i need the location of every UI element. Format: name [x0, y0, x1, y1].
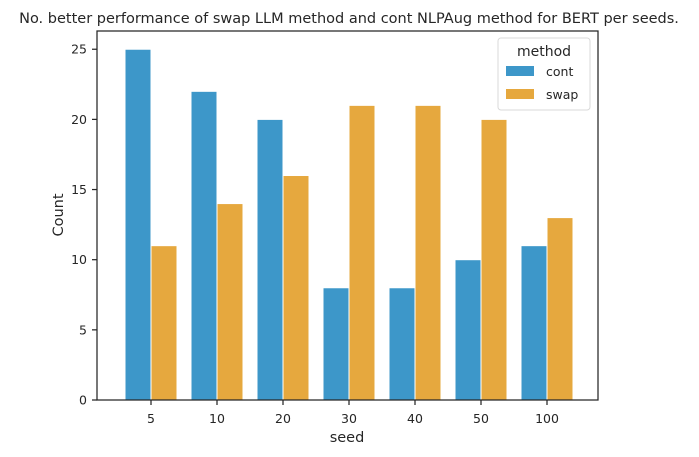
y-tick-label: 25 — [71, 42, 87, 57]
y-tick-label: 0 — [79, 393, 87, 408]
legend-swatch-cont — [506, 66, 534, 76]
legend-label-cont: cont — [546, 64, 573, 79]
x-tick-label: 30 — [341, 411, 357, 426]
y-axis-label: Count — [51, 193, 67, 236]
bar-cont-5 — [124, 48, 152, 401]
bar-cont-100 — [520, 245, 548, 401]
y-axis: 0 5 10 15 20 25 — [71, 42, 97, 408]
bar-swap-50 — [480, 118, 508, 401]
x-tick-label: 20 — [275, 411, 291, 426]
bar-swap-10 — [216, 203, 244, 401]
bar-swap-100 — [546, 217, 574, 401]
bar-cont-20 — [256, 118, 284, 401]
y-tick-label: 5 — [79, 322, 87, 337]
x-tick-label: 50 — [473, 411, 489, 426]
bar-swap-5 — [150, 245, 178, 401]
x-axis-label: seed — [330, 430, 365, 446]
legend-swatch-swap — [506, 89, 534, 99]
bar-cont-50 — [454, 259, 482, 401]
y-tick-label: 10 — [71, 252, 87, 267]
plot-frame — [96, 30, 599, 401]
bar-swap-20 — [282, 175, 310, 401]
x-tick-label: 40 — [407, 411, 423, 426]
bars-group — [124, 48, 574, 401]
y-tick-label: 15 — [71, 182, 87, 197]
x-axis: 5 10 20 30 40 50 100 — [147, 400, 559, 426]
x-tick-label: 5 — [147, 411, 155, 426]
legend: method cont swap — [497, 37, 591, 111]
legend-label-swap: swap — [546, 87, 578, 102]
bar-swap-30 — [348, 104, 376, 401]
legend-title: method — [517, 44, 571, 60]
chart-title: No. better performance of swap LLM metho… — [19, 11, 679, 27]
bar-cont-40 — [388, 287, 416, 401]
x-tick-label: 10 — [209, 411, 225, 426]
bar-swap-40 — [414, 104, 442, 401]
bar-cont-30 — [322, 287, 350, 401]
bar-cont-10 — [190, 90, 218, 401]
y-tick-label: 20 — [71, 112, 87, 127]
x-tick-label: 100 — [535, 411, 559, 426]
